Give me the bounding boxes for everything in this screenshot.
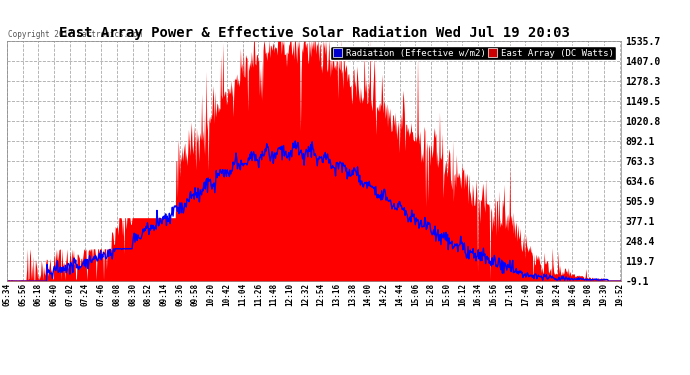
- Title: East Array Power & Effective Solar Radiation Wed Jul 19 20:03: East Array Power & Effective Solar Radia…: [59, 26, 569, 40]
- Legend: Radiation (Effective w/m2), East Array (DC Watts): Radiation (Effective w/m2), East Array (…: [331, 46, 616, 60]
- Text: Copyright 2017 Cartronics.com: Copyright 2017 Cartronics.com: [8, 30, 142, 39]
